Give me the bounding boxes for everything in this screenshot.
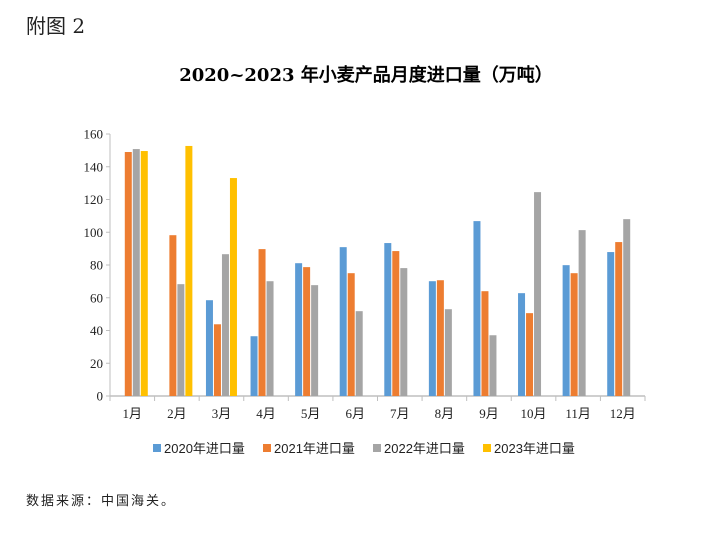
x-tick-label: 12月 <box>610 406 636 421</box>
bar-2020年进口量-7月 <box>384 243 392 396</box>
y-tick-label: 80 <box>90 258 103 273</box>
data-source-note: 数据来源：中国海关。 <box>26 494 177 509</box>
bar-2020年进口量-10月 <box>518 293 526 396</box>
bar-2020年进口量-4月 <box>250 336 258 396</box>
bar-2022年进口量-4月 <box>266 281 274 396</box>
bar-2021年进口量-1月 <box>124 152 132 396</box>
axes: 0 20 40 60 80 100 120 140 160 1月 2月 3月 4月 5月 6月 7月 8月 9月 1… <box>84 127 646 421</box>
chart-title: 2020~2023 年小麦产品月度进口量（万吨） <box>179 64 553 86</box>
bar-2020年进口量-11月 <box>562 265 570 396</box>
y-tick-label: 100 <box>84 225 104 240</box>
x-tick-label: 1月 <box>123 406 143 421</box>
bar-2022年进口量-11月 <box>578 230 586 396</box>
bar-2021年进口量-10月 <box>526 313 534 396</box>
bar-2020年进口量-8月 <box>428 281 436 396</box>
bar-2020年进口量-5月 <box>295 263 303 396</box>
bar-2022年进口量-2月 <box>177 284 185 396</box>
legend-swatch <box>153 444 161 452</box>
x-tick-label: 3月 <box>212 406 232 421</box>
bar-2021年进口量-7月 <box>392 251 400 396</box>
x-tick-label: 5月 <box>301 406 321 421</box>
y-tick-label: 160 <box>84 127 104 142</box>
bar-2020年进口量-6月 <box>339 247 347 396</box>
bar-2022年进口量-5月 <box>311 285 319 396</box>
figure-label: 附图 2 <box>26 14 86 38</box>
bar-2022年进口量-7月 <box>400 268 408 396</box>
x-tick-label: 7月 <box>390 406 410 421</box>
bar-2023年进口量-1月 <box>140 151 148 396</box>
bar-2022年进口量-1月 <box>132 149 140 396</box>
bar-2021年进口量-11月 <box>570 273 578 396</box>
legend-swatch <box>263 444 271 452</box>
bar-2021年进口量-5月 <box>303 267 311 396</box>
bar-2022年进口量-6月 <box>355 311 363 396</box>
x-tick-label: 2月 <box>167 406 187 421</box>
bars <box>124 145 631 396</box>
legend-swatch <box>373 444 381 452</box>
bar-2020年进口量-9月 <box>473 221 481 396</box>
y-tick-label: 120 <box>84 192 104 207</box>
x-tick-label: 11月 <box>565 406 591 421</box>
x-tick-label: 4月 <box>256 406 276 421</box>
y-tick-label: 60 <box>90 290 103 305</box>
legend-swatch <box>483 444 491 452</box>
bar-2020年进口量-12月 <box>607 252 615 396</box>
bar-2022年进口量-10月 <box>534 192 542 396</box>
legend-label: 2021年进口量 <box>274 441 355 456</box>
bar-2021年进口量-9月 <box>481 291 489 396</box>
x-tick-label: 8月 <box>435 406 455 421</box>
bar-2021年进口量-4月 <box>258 249 266 396</box>
bar-2021年进口量-12月 <box>615 242 623 396</box>
y-tick-label: 140 <box>84 159 104 174</box>
x-tick-label: 6月 <box>345 406 365 421</box>
x-tick-label: 10月 <box>521 406 547 421</box>
y-tick-label: 40 <box>90 323 103 338</box>
y-tick-label: 20 <box>90 356 103 371</box>
x-tick-label: 9月 <box>479 406 499 421</box>
bar-2021年进口量-3月 <box>213 324 221 396</box>
bar-2022年进口量-8月 <box>444 309 452 396</box>
legend-label: 2023年进口量 <box>494 441 575 456</box>
bar-2020年进口量-3月 <box>205 300 213 396</box>
bar-2022年进口量-9月 <box>489 335 497 396</box>
bar-2021年进口量-6月 <box>347 273 355 396</box>
bar-2022年进口量-12月 <box>623 219 631 396</box>
bar-2023年进口量-2月 <box>185 145 193 396</box>
bar-2021年进口量-8月 <box>436 280 444 396</box>
bar-2021年进口量-2月 <box>169 235 177 396</box>
y-tick-label: 0 <box>97 389 104 404</box>
legend-label: 2020年进口量 <box>164 441 245 456</box>
bar-2022年进口量-3月 <box>221 254 229 396</box>
legend: 2020年进口量 2021年进口量 2022年进口量 2023年进口量 <box>153 441 575 456</box>
legend-label: 2022年进口量 <box>384 441 465 456</box>
bar-2023年进口量-3月 <box>229 178 237 396</box>
